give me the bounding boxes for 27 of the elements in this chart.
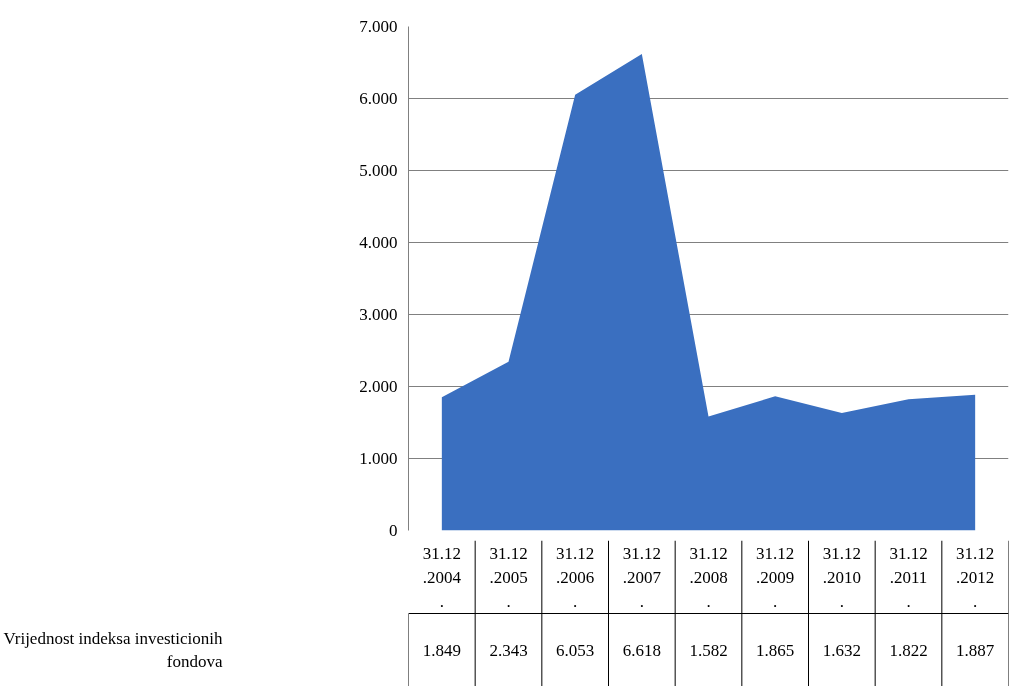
- data-label: 2.343: [489, 640, 528, 660]
- data-label: 6.618: [622, 640, 661, 660]
- x-tick-label: 31.12.2008.: [689, 544, 728, 611]
- y-tick-label: 0: [389, 521, 398, 540]
- y-tick-label: 1.000: [359, 449, 398, 468]
- x-tick-label: 31.12.2011.: [889, 544, 928, 611]
- x-tick-label: 31.12.2010.: [822, 544, 861, 611]
- text: Vrijednost indeksa investicionih fondova: [3, 629, 223, 671]
- x-tick-label: 31.12.2005.: [489, 544, 528, 611]
- y-tick-label: 4.000: [359, 233, 398, 252]
- data-label: 1.865: [756, 640, 795, 660]
- data-label: 1.887: [956, 640, 995, 660]
- y-tick-label: 6.000: [359, 89, 398, 108]
- y-tick-label: 7.000: [359, 17, 398, 36]
- data-label: 6.053: [556, 640, 595, 660]
- y-tick-label: 2.000: [359, 377, 398, 396]
- data-label: 1.582: [689, 640, 728, 660]
- x-tick-label: 31.12.2009.: [756, 544, 795, 611]
- data-label: 1.849: [422, 640, 461, 660]
- y-tick-label: 5.000: [359, 161, 398, 180]
- x-tick-label: 31.12.2006.: [556, 544, 595, 611]
- x-tick-label: 31.12.2012.: [956, 544, 995, 611]
- x-tick-label: 31.12.2007.: [622, 544, 662, 611]
- data-label: 1.632: [822, 640, 861, 660]
- data-label: 1.822: [889, 640, 928, 660]
- x-tick-label: 31.12.2004.: [422, 544, 462, 611]
- y-tick-label: 3.000: [359, 305, 398, 324]
